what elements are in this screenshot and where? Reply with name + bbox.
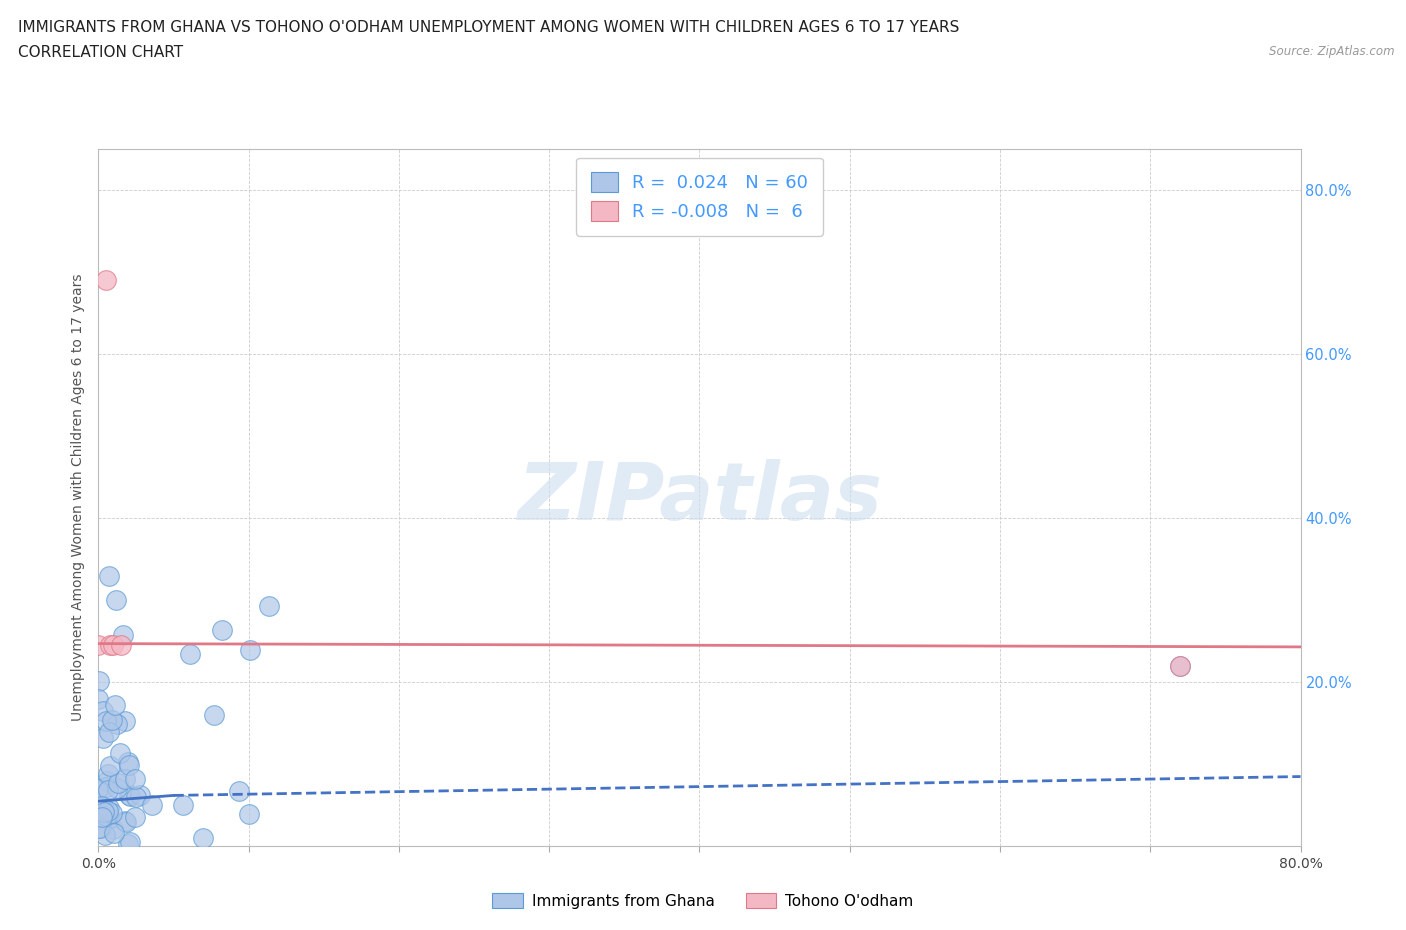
Point — [91, 730, 114, 745]
Point — [104, 698, 127, 712]
Point — [114, 772, 136, 787]
Point — [97, 724, 120, 739]
Text: ZIPatlas: ZIPatlas — [517, 458, 882, 537]
Point — [211, 623, 233, 638]
Point — [87, 674, 110, 689]
Point — [124, 810, 146, 825]
Point — [94, 809, 117, 824]
Point — [124, 790, 146, 804]
Point — [114, 714, 136, 729]
Point — [90, 810, 112, 825]
Point — [1170, 658, 1192, 673]
Point — [105, 717, 128, 732]
Point — [120, 835, 142, 850]
Point — [94, 779, 117, 794]
Point — [110, 638, 132, 653]
Point — [97, 804, 120, 819]
Point — [239, 643, 262, 658]
Y-axis label: Unemployment Among Women with Children Ages 6 to 17 years: Unemployment Among Women with Children A… — [72, 273, 86, 722]
Point — [103, 825, 125, 840]
Point — [93, 703, 115, 718]
Point — [257, 599, 280, 614]
Point — [90, 807, 112, 822]
Point — [103, 638, 125, 653]
Point — [98, 801, 121, 816]
Point — [101, 712, 124, 727]
Point — [96, 773, 118, 788]
Point — [91, 799, 114, 814]
Point — [117, 836, 139, 851]
Text: CORRELATION CHART: CORRELATION CHART — [18, 45, 183, 60]
Point — [94, 828, 117, 843]
Point — [111, 628, 134, 643]
Point — [87, 781, 110, 796]
Point — [97, 568, 120, 583]
Point — [105, 592, 128, 607]
Point — [107, 776, 129, 790]
Point — [114, 814, 136, 829]
Point — [120, 789, 142, 804]
Point — [238, 806, 260, 821]
Point — [101, 805, 124, 820]
Legend: R =  0.024   N = 60, R = -0.008   N =  6: R = 0.024 N = 60, R = -0.008 N = 6 — [576, 158, 823, 235]
Point — [108, 746, 131, 761]
Point — [118, 758, 141, 773]
Point — [94, 713, 117, 728]
Point — [100, 638, 122, 653]
Point — [93, 804, 115, 819]
Legend: Immigrants from Ghana, Tohono O'odham: Immigrants from Ghana, Tohono O'odham — [486, 886, 920, 915]
Point — [98, 759, 121, 774]
Point — [101, 822, 124, 837]
Point — [96, 767, 118, 782]
Point — [179, 646, 201, 661]
Point — [90, 799, 112, 814]
Point — [172, 797, 194, 812]
Point — [105, 780, 128, 795]
Text: Source: ZipAtlas.com: Source: ZipAtlas.com — [1270, 45, 1395, 58]
Point — [202, 708, 225, 723]
Point — [87, 692, 110, 707]
Point — [98, 810, 121, 825]
Point — [1170, 658, 1192, 673]
Point — [87, 638, 110, 653]
Point — [117, 754, 139, 769]
Point — [141, 797, 163, 812]
Point — [128, 788, 150, 803]
Point — [97, 782, 120, 797]
Point — [118, 788, 141, 803]
Text: IMMIGRANTS FROM GHANA VS TOHONO O'ODHAM UNEMPLOYMENT AMONG WOMEN WITH CHILDREN A: IMMIGRANTS FROM GHANA VS TOHONO O'ODHAM … — [18, 20, 960, 35]
Point — [90, 820, 112, 835]
Point — [191, 830, 214, 845]
Point — [89, 821, 111, 836]
Point — [228, 784, 250, 799]
Point — [115, 814, 138, 829]
Point — [94, 272, 117, 287]
Point — [124, 771, 146, 786]
